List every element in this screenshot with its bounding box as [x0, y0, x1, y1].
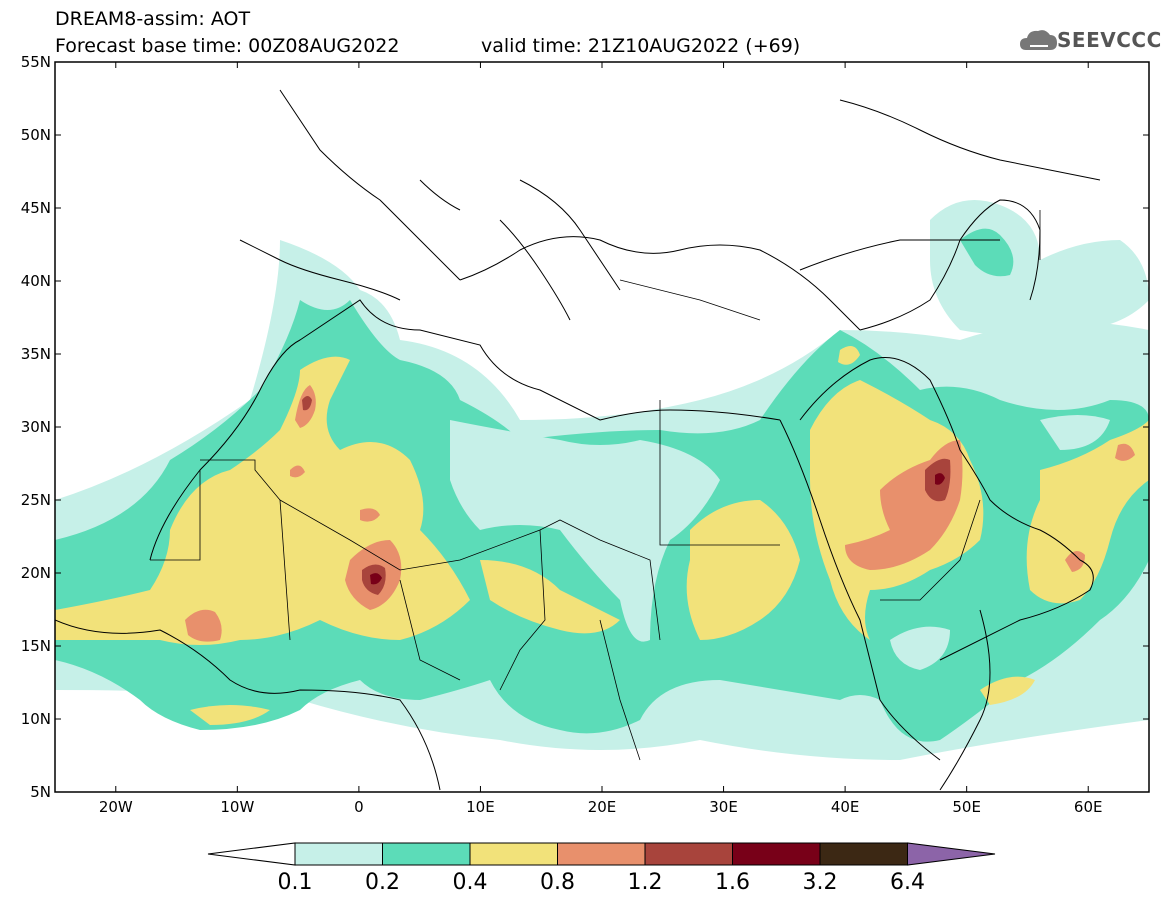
colorbar-label: 1.2 [627, 870, 663, 895]
lat-label: 55N [21, 53, 51, 71]
borders [150, 210, 1041, 761]
lat-label: 25N [21, 491, 51, 509]
coastlines [55, 89, 1101, 791]
colorbar-label: 6.4 [890, 870, 925, 895]
lat-label: 35N [21, 345, 51, 363]
logo-text: SEEVCCC [1057, 28, 1162, 52]
cloud-logo-icon [1020, 30, 1057, 50]
aot-contours [55, 200, 1149, 760]
lat-label: 30N [21, 418, 51, 436]
lat-label: 15N [21, 637, 51, 655]
forecast-base-time: Forecast base time: 00Z08AUG2022 [55, 35, 400, 57]
lon-label: 30E [709, 798, 738, 816]
aot-holes [450, 415, 1110, 670]
colorbar-segment [732, 842, 821, 866]
colorbar-label: 0.1 [277, 870, 313, 895]
lon-label: 50E [952, 798, 981, 816]
lon-label: 10E [466, 798, 495, 816]
colorbar-segment [294, 842, 383, 866]
aot-level-1-6 [370, 473, 945, 585]
lon-label: 60E [1074, 798, 1103, 816]
valid-time: valid time: 21Z10AUG2022 (+69) [481, 35, 801, 57]
lat-label: 10N [21, 710, 51, 728]
colorbar-label: 0.8 [540, 870, 575, 895]
colorbar-under-arrow [207, 842, 296, 866]
lon-labels: 20W 10W 0 10E 20E 30E 40E 50E 60E [99, 798, 1103, 816]
lat-label: 5N [30, 783, 51, 801]
lat-label: 50N [21, 126, 51, 144]
colorbar-segment [469, 842, 558, 866]
lat-label: 40N [21, 272, 51, 290]
lon-label: 20E [588, 798, 617, 816]
lon-label: 40E [831, 798, 860, 816]
colorbar-label: 1.6 [715, 870, 750, 895]
axis-ticks [55, 61, 1149, 793]
colorbar-segment [819, 842, 908, 866]
colorbar-label: 0.2 [365, 870, 400, 895]
lon-label: 10W [220, 798, 254, 816]
colorbar-segment [644, 842, 733, 866]
colorbar [207, 842, 996, 866]
colorbar-label: 3.2 [802, 870, 838, 895]
colorbar-segment [382, 842, 471, 866]
colorbar-segment [557, 842, 646, 866]
lat-labels: 55N 50N 45N 40N 35N 30N 25N 20N 15N 10N 5N [21, 53, 51, 801]
lon-label: 20W [99, 798, 133, 816]
lat-label: 45N [21, 199, 51, 217]
lat-label: 20N [21, 564, 51, 582]
lon-label: 0 [354, 798, 364, 816]
colorbar-label: 0.4 [452, 870, 488, 895]
colorbar-over-arrow [907, 842, 996, 866]
map-title: DREAM8-assim: AOT [55, 8, 251, 30]
